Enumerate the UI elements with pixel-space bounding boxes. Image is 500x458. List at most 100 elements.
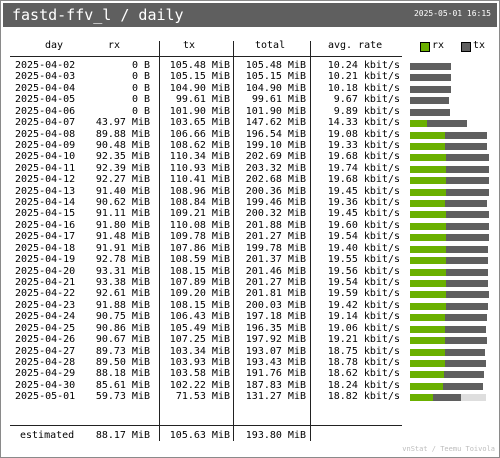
- bar-rx: [410, 371, 444, 379]
- bar-tx: [446, 279, 488, 287]
- row-tx: 107.25 MiB: [169, 334, 230, 346]
- row-avg-rate: 19.33 kbit/s: [327, 139, 400, 151]
- bar-tx: [446, 165, 489, 173]
- row-tx: 101.90 MiB: [169, 105, 230, 117]
- column-divider: [159, 41, 160, 441]
- bar-tx: [445, 142, 487, 150]
- row-day: 2025-04-28: [15, 356, 76, 368]
- row-tx: 108.15 MiB: [169, 299, 230, 311]
- row-total: 202.69 MiB: [245, 151, 306, 163]
- row-avg-rate: 19.45 kbit/s: [327, 208, 400, 220]
- row-tx: 110.93 MiB: [169, 162, 230, 174]
- row-total: 147.62 MiB: [245, 117, 306, 129]
- bar-tx: [445, 314, 487, 322]
- bar-rx: [410, 200, 445, 208]
- row-avg-rate: 18.24 kbit/s: [327, 379, 400, 391]
- row-day: 2025-04-30: [15, 379, 76, 391]
- bar-tx: [410, 97, 449, 105]
- legend-rx-label: rx: [432, 40, 445, 51]
- bar-rx: [410, 154, 446, 162]
- bar-tx: [446, 154, 489, 162]
- bar-rx: [410, 359, 445, 367]
- row-day: 2025-04-25: [15, 322, 76, 334]
- row-rx: 89.88 MiB: [95, 128, 150, 140]
- row-avg-rate: 19.06 kbit/s: [327, 322, 400, 334]
- row-total: 105.48 MiB: [245, 60, 306, 71]
- bar-tx: [445, 131, 487, 139]
- row-total: 199.78 MiB: [245, 242, 306, 254]
- estimated-label: estimated: [20, 430, 75, 441]
- bar-tx: [433, 394, 461, 402]
- estimated-total: 193.80 MiB: [245, 430, 306, 441]
- column-header-tx: tx: [183, 40, 196, 51]
- column-header-rx: rx: [108, 40, 121, 51]
- bar-tx: [444, 371, 484, 379]
- row-avg-rate: 19.55 kbit/s: [327, 254, 400, 266]
- bar-tx: [446, 211, 489, 219]
- row-rx: 0 B: [131, 60, 150, 71]
- column-divider: [310, 41, 311, 441]
- row-day: 2025-05-01: [15, 391, 76, 403]
- column-header-total: total: [255, 40, 286, 51]
- row-total: 201.88 MiB: [245, 219, 306, 231]
- row-tx: 103.58 MiB: [169, 368, 230, 380]
- row-day: 2025-04-05: [15, 94, 76, 106]
- row-day: 2025-04-29: [15, 368, 76, 380]
- row-rx: 59.73 MiB: [95, 391, 150, 403]
- legend-rx-swatch: [420, 42, 430, 52]
- title-bar: fastd-ffv_l / daily 2025-05-01 16:15: [3, 3, 497, 27]
- row-total: 99.61 MiB: [251, 94, 306, 106]
- row-tx: 107.86 MiB: [169, 242, 230, 254]
- row-tx: 107.89 MiB: [169, 276, 230, 288]
- bar-rx: [410, 302, 446, 310]
- estimated-rx: 88.17 MiB: [95, 430, 150, 441]
- row-rx: 91.80 MiB: [95, 219, 150, 231]
- timestamp: 2025-05-01 16:15: [413, 9, 491, 18]
- row-avg-rate: 19.74 kbit/s: [327, 162, 400, 174]
- row-rx: 92.27 MiB: [95, 174, 150, 186]
- row-avg-rate: 18.78 kbit/s: [327, 356, 400, 368]
- bar-rx: [410, 222, 446, 230]
- bar-tx: [446, 268, 488, 276]
- row-day: 2025-04-10: [15, 151, 76, 163]
- row-day: 2025-04-20: [15, 265, 76, 277]
- row-day: 2025-04-06: [15, 105, 76, 117]
- bar-tx: [427, 120, 467, 128]
- bar-rx: [410, 165, 446, 173]
- row-avg-rate: 14.33 kbit/s: [327, 117, 400, 129]
- row-total: 201.27 MiB: [245, 276, 306, 288]
- row-avg-rate: 9.89 kbit/s: [333, 105, 400, 117]
- row-rx: 92.61 MiB: [95, 288, 150, 300]
- row-day: 2025-04-24: [15, 311, 76, 323]
- bar-rx: [410, 394, 433, 402]
- row-total: 104.90 MiB: [245, 82, 306, 94]
- row-avg-rate: 19.42 kbit/s: [327, 299, 400, 311]
- bar-rx: [410, 291, 446, 299]
- row-day: 2025-04-18: [15, 242, 76, 254]
- row-tx: 110.41 MiB: [169, 174, 230, 186]
- row-tx: 108.62 MiB: [169, 139, 230, 151]
- row-total: 201.27 MiB: [245, 231, 306, 243]
- row-avg-rate: 19.59 kbit/s: [327, 288, 400, 300]
- bar-rx: [410, 268, 446, 276]
- row-avg-rate: 19.68 kbit/s: [327, 174, 400, 186]
- row-tx: 103.34 MiB: [169, 345, 230, 357]
- row-rx: 90.62 MiB: [95, 197, 150, 209]
- row-rx: 93.38 MiB: [95, 276, 150, 288]
- row-tx: 108.15 MiB: [169, 265, 230, 277]
- row-day: 2025-04-26: [15, 334, 76, 346]
- bar-tx: [446, 234, 489, 242]
- row-avg-rate: 19.56 kbit/s: [327, 265, 400, 277]
- row-tx: 105.48 MiB: [169, 60, 230, 71]
- legend-tx-label: tx: [473, 40, 486, 51]
- bar-rx: [410, 188, 446, 196]
- row-tx: 105.49 MiB: [169, 322, 230, 334]
- row-rx: 92.35 MiB: [95, 151, 150, 163]
- row-tx: 110.08 MiB: [169, 219, 230, 231]
- bar-tx: [446, 177, 489, 185]
- row-rx: 91.11 MiB: [95, 208, 150, 220]
- row-rx: 91.91 MiB: [95, 242, 150, 254]
- row-day: 2025-04-07: [15, 117, 76, 129]
- row-tx: 105.15 MiB: [169, 71, 230, 83]
- bar-rx: [410, 211, 446, 219]
